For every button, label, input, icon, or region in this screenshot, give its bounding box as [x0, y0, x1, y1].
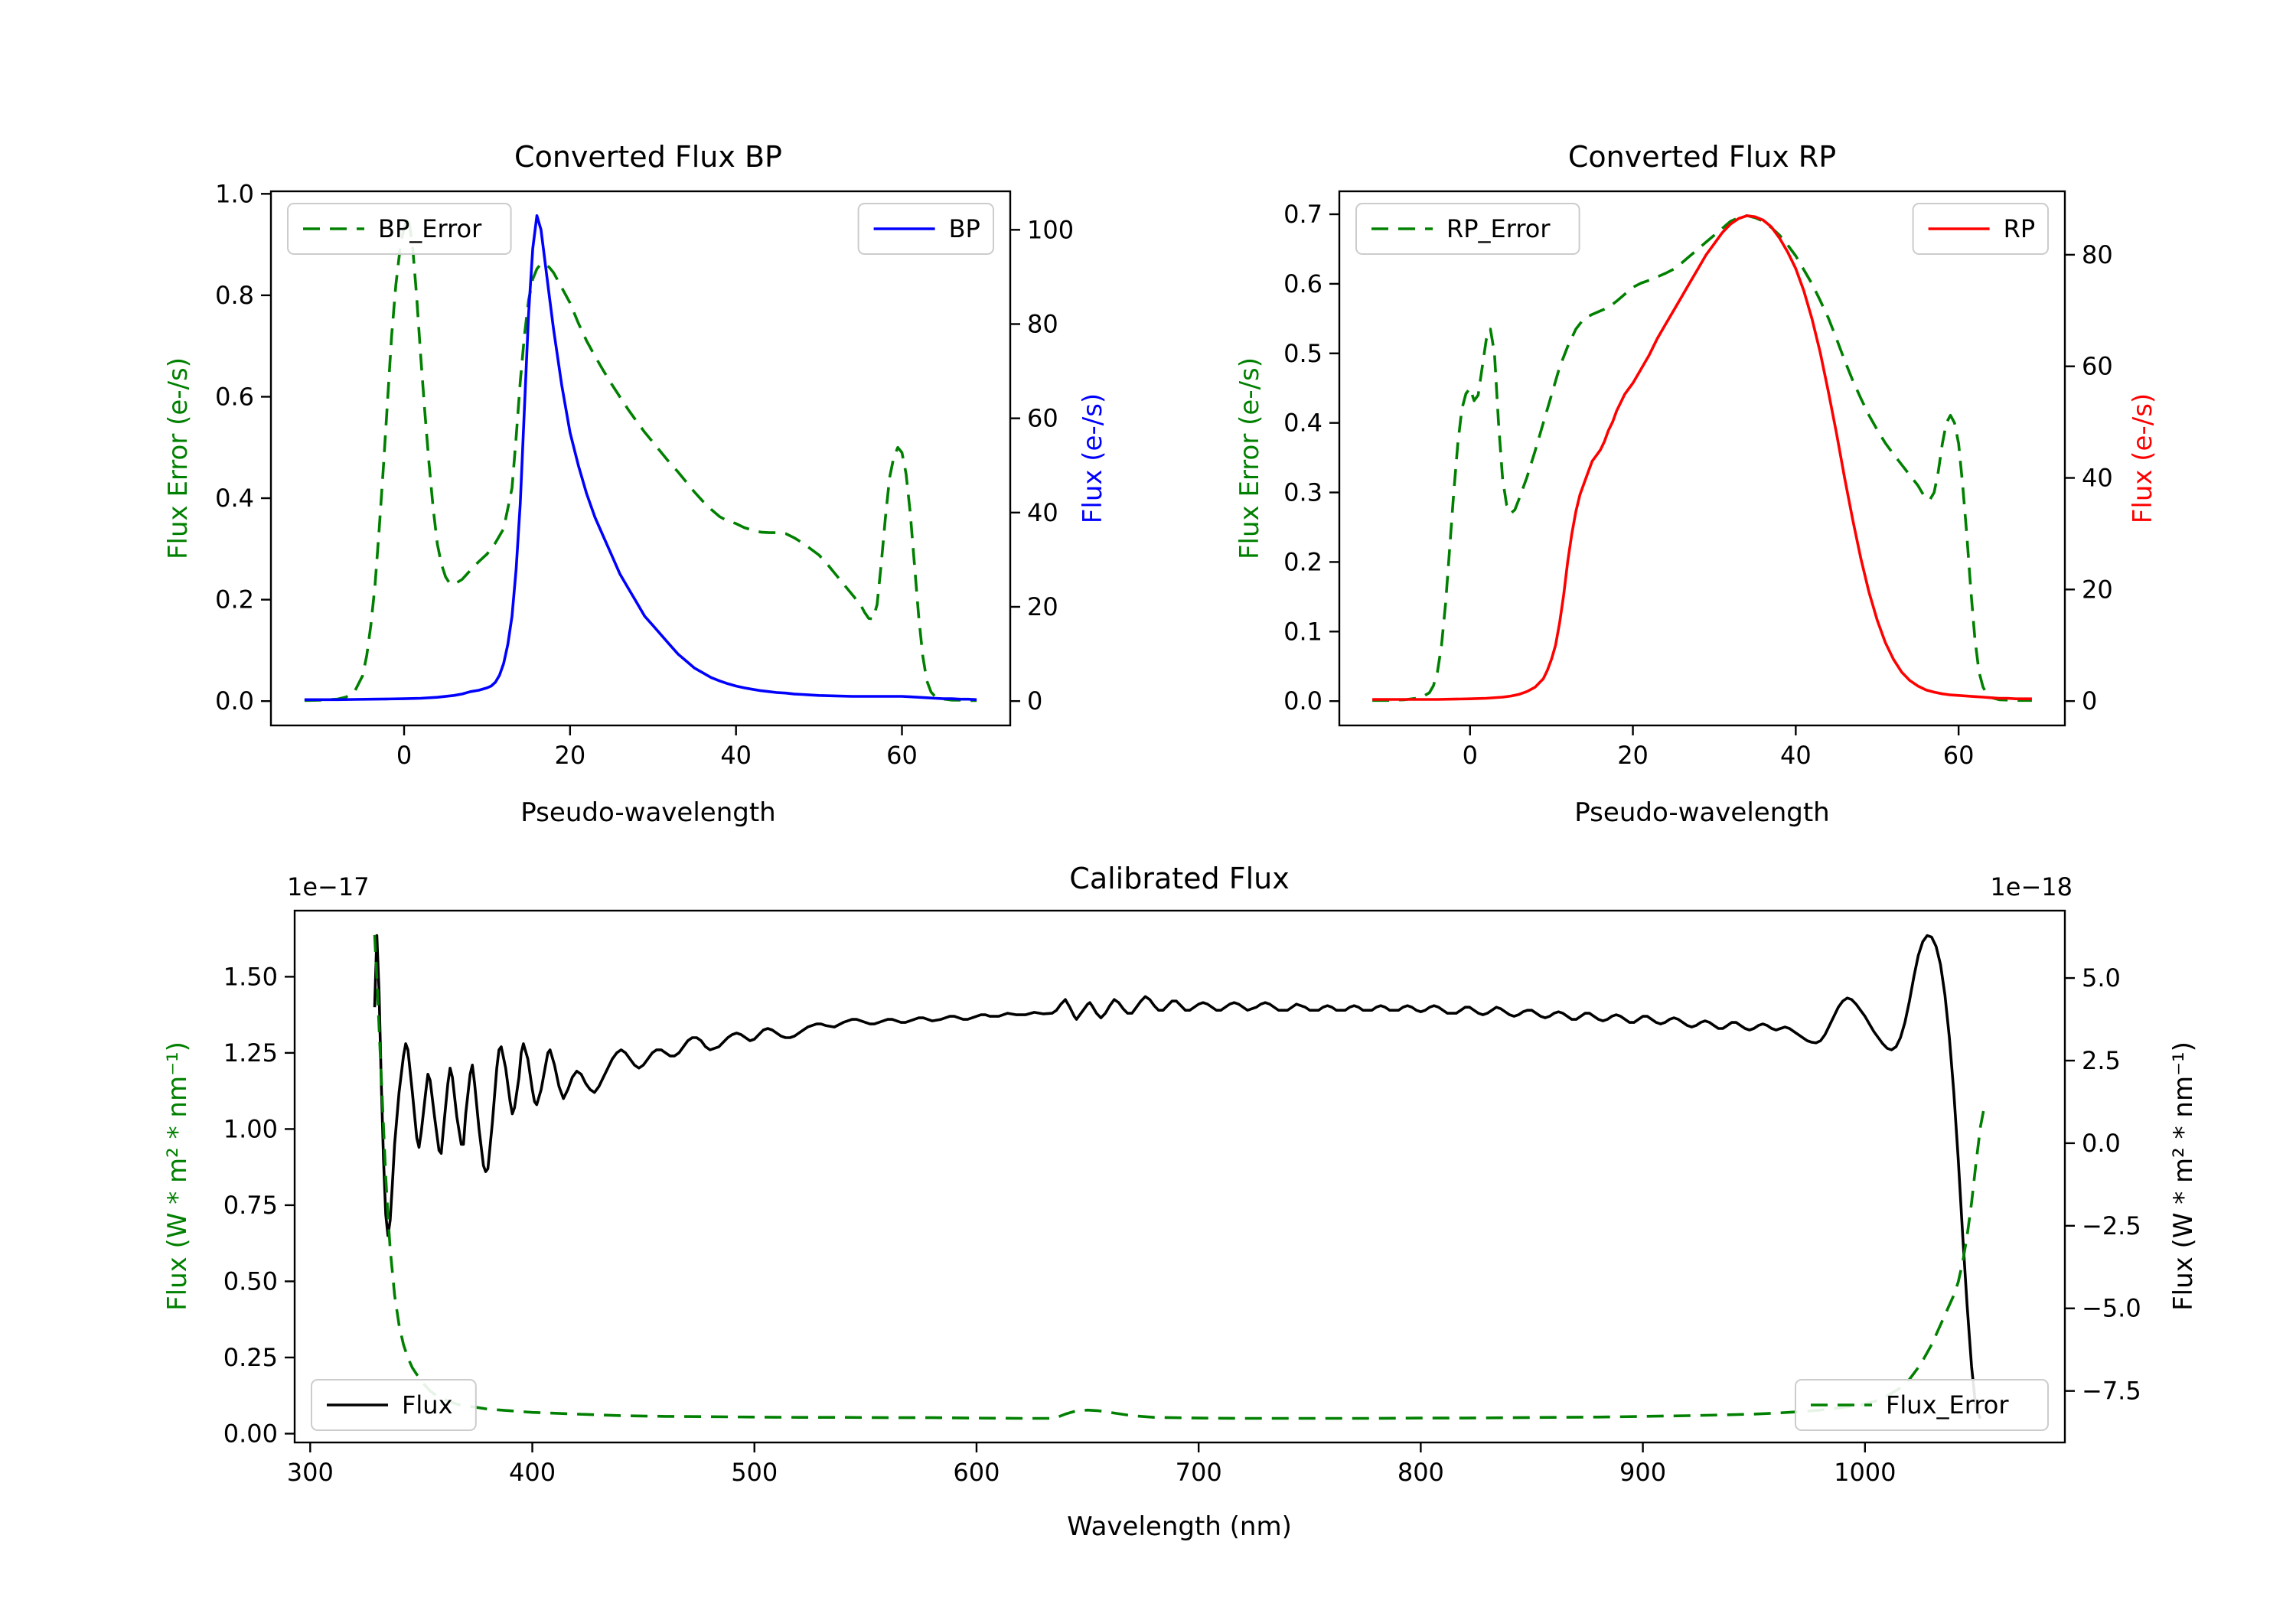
- legend-label-Flux: Flux: [402, 1390, 453, 1420]
- right-tick-label: 60: [1027, 404, 1058, 433]
- rp-xaxis-label: Pseudo-wavelength: [1574, 797, 1830, 828]
- left-tick-label: 0.50: [223, 1266, 278, 1296]
- right-tick-label: −5.0: [2082, 1294, 2141, 1323]
- left-tick-label: 0.2: [215, 585, 254, 614]
- x-tick-label: 20: [1617, 741, 1649, 770]
- legend-label-BP: BP: [949, 214, 980, 243]
- legend-box-Flux: [311, 1379, 477, 1431]
- right-tick-label: 0: [2082, 686, 2097, 715]
- left-tick-label: 0.8: [215, 281, 254, 310]
- right-tick-label: 80: [1027, 309, 1058, 338]
- legend-label-Flux_Error: Flux_Error: [1886, 1390, 2009, 1420]
- x-tick-label: 700: [1176, 1458, 1222, 1487]
- bp-plot-frame: [269, 190, 1012, 727]
- rp-plot-frame: [1338, 190, 2066, 727]
- x-tick-label: 40: [1780, 741, 1812, 770]
- x-tick-label: 300: [287, 1458, 334, 1487]
- left-tick-label: 0.7: [1283, 200, 1322, 229]
- calibrated-right-yaxis-label: Flux (W * m² * nm⁻¹): [2168, 1041, 2199, 1311]
- left-tick-label: 0.0: [1283, 686, 1322, 715]
- x-tick-label: 60: [1943, 741, 1975, 770]
- calibrated-chart: 300 400 500 600 700 800 900 1000 0.00 0.25 0.50 0.7…: [223, 872, 2141, 1487]
- x-tick-label: 1000: [1834, 1458, 1896, 1487]
- right-tick-label: 2.5: [2082, 1046, 2121, 1075]
- x-tick-label: 20: [554, 741, 585, 770]
- left-tick-label: 0.2: [1283, 547, 1322, 576]
- series-line-Flux_Error: [373, 934, 1987, 1420]
- legend-label-BP_Error: BP_Error: [378, 214, 482, 243]
- right-tick-label: −2.5: [2082, 1211, 2141, 1240]
- series-line-BP: [304, 214, 977, 702]
- calibrated-plot-frame: [293, 909, 2066, 1444]
- legend-label-RP_Error: RP_Error: [1446, 214, 1551, 243]
- calibrated-xaxis-label: Wavelength (nm): [1067, 1511, 1292, 1542]
- right-tick-label: 20: [2082, 575, 2113, 604]
- right-tick-label: 5.0: [2082, 963, 2121, 993]
- left-tick-label: 1.0: [215, 179, 254, 208]
- left-axis-offset-text: 1e−17: [287, 872, 370, 901]
- left-tick-label: 0.1: [1283, 617, 1322, 646]
- legend-box-RP_Error: [1355, 203, 1580, 255]
- left-tick-label: 0.25: [223, 1343, 278, 1372]
- right-tick-label: 60: [2082, 352, 2113, 381]
- x-tick-label: 0: [396, 741, 412, 770]
- left-tick-label: 0.6: [215, 382, 254, 411]
- right-tick-label: 20: [1027, 592, 1058, 621]
- right-axis-offset-text: 1e−18: [1990, 872, 2073, 901]
- rp-chart: 0 20 40 60 0.0 0.1 0.2 0.3 0.4 0.5 0.6 0.7 0 20 40 60 80…: [1283, 190, 2113, 770]
- legend-box-Flux_Error: [1795, 1379, 2049, 1431]
- left-tick-label: 0.00: [223, 1419, 278, 1448]
- bp-right-yaxis-label: Flux (e-/s): [1078, 393, 1108, 524]
- legend-box-BP_Error: [287, 203, 512, 255]
- x-tick-label: 0: [1463, 741, 1478, 770]
- left-tick-label: 0.0: [215, 686, 254, 715]
- calibrated-left-yaxis-label: Flux (W * m² * nm⁻¹): [162, 1041, 193, 1311]
- rp-right-yaxis-label: Flux (e-/s): [2128, 393, 2158, 524]
- rp-chart-title: Converted Flux RP: [1567, 140, 1837, 174]
- bp-chart: 0 20 40 60 0.0 0.2 0.4 0.6 0.8 1.0 0 20 40 60 80 100 BP_…: [215, 179, 1074, 770]
- series-line-RP_Error: [1372, 214, 2032, 702]
- series-line-Flux: [373, 934, 1982, 1420]
- left-tick-label: 1.25: [223, 1038, 278, 1068]
- left-tick-label: 0.4: [215, 484, 254, 513]
- x-tick-label: 600: [953, 1458, 1000, 1487]
- series-line-BP_Error: [304, 215, 977, 702]
- x-tick-label: 40: [720, 741, 752, 770]
- x-tick-label: 400: [509, 1458, 556, 1487]
- left-tick-label: 0.4: [1283, 409, 1322, 438]
- right-tick-label: 40: [2082, 464, 2113, 493]
- right-tick-label: 0: [1027, 686, 1042, 715]
- left-tick-label: 0.75: [223, 1191, 278, 1220]
- left-tick-label: 1.50: [223, 962, 278, 991]
- series-line-RP: [1372, 214, 2032, 701]
- bp-left-yaxis-label: Flux Error (e-/s): [163, 357, 194, 560]
- right-tick-label: 0.0: [2082, 1129, 2121, 1158]
- right-tick-label: 80: [2082, 240, 2113, 269]
- rp-left-yaxis-label: Flux Error (e-/s): [1234, 357, 1265, 560]
- x-tick-label: 900: [1619, 1458, 1666, 1487]
- x-tick-label: 800: [1397, 1458, 1444, 1487]
- bp-xaxis-label: Pseudo-wavelength: [520, 797, 776, 828]
- x-tick-label: 60: [886, 741, 918, 770]
- left-tick-label: 0.6: [1283, 269, 1322, 298]
- right-tick-label: 40: [1027, 498, 1058, 527]
- calibrated-chart-title: Calibrated Flux: [1069, 862, 1290, 895]
- left-tick-label: 0.5: [1283, 339, 1322, 368]
- right-tick-label: 100: [1027, 215, 1074, 244]
- right-tick-label: −7.5: [2082, 1377, 2141, 1406]
- left-tick-label: 1.00: [223, 1114, 278, 1143]
- legend-label-RP: RP: [2004, 214, 2036, 243]
- bp-chart-title: Converted Flux BP: [514, 140, 782, 174]
- x-tick-label: 500: [731, 1458, 778, 1487]
- left-tick-label: 0.3: [1283, 478, 1322, 507]
